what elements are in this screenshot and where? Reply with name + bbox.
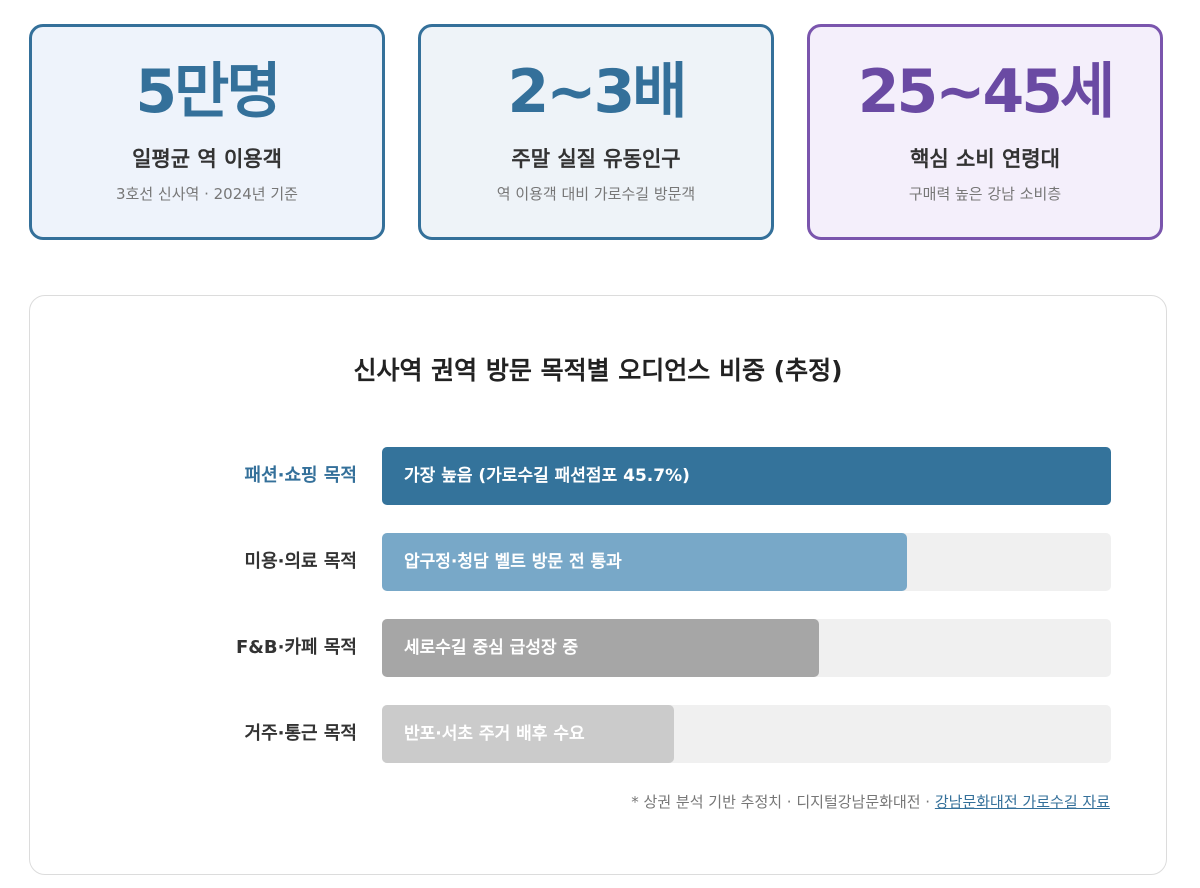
stat-label: 주말 실질 유동인구 [511,147,681,171]
stat-label: 핵심 소비 연령대 [910,147,1060,171]
chart-panel: 신사역 권역 방문 목적별 오디언스 비중 (추정) 패션·쇼핑 목적 가장 높음… [29,295,1167,875]
bar-category-label: 미용·의료 목적 [244,551,357,572]
footnote: * 상권 분석 기반 추정치 · 디지털강남문화대전 · 강남문화대전 가로수길… [631,790,1110,814]
bar-category-label: 거주·통근 목적 [244,723,357,744]
bar: 반포·서초 주거 배후 수요 [382,705,674,763]
bar-data-label: 가장 높음 (가로수길 패션점포 45.7%) [404,466,690,486]
stat-value: 2~3배 [507,57,688,127]
chart-title: 신사역 권역 방문 목적별 오디언스 비중 (추정) [353,356,843,385]
stat-card-weekend-traffic: 2~3배 주말 실질 유동인구 역 이용객 대비 가로수길 방문객 [418,24,774,240]
bar-chart: 패션·쇼핑 목적 가장 높음 (가로수길 패션점포 45.7%) 미용·의료 목적 압… [30,296,1168,876]
stat-value: 25~45세 [857,57,1115,127]
stat-sub: 구매력 높은 강남 소비층 [908,185,1062,203]
bar-track: 압구정·청담 벨트 방문 전 통과 [382,533,1111,591]
stat-label: 일평균 역 이용객 [132,147,282,171]
bar-category-label: F&B·카페 목적 [235,637,357,658]
bar: 가장 높음 (가로수길 패션점포 45.7%) [382,447,1111,505]
stat-card-core-age: 25~45세 핵심 소비 연령대 구매력 높은 강남 소비층 [807,24,1163,240]
stat-sub: 역 이용객 대비 가로수길 방문객 [496,185,696,203]
bar-data-label: 세로수길 중심 급성장 중 [404,638,579,658]
bar-data-label: 압구정·청담 벨트 방문 전 통과 [404,552,622,572]
bar-track: 반포·서초 주거 배후 수요 [382,705,1111,763]
stat-card-daily-riders: 5만명 일평균 역 이용객 3호선 신사역 · 2024년 기준 [29,24,385,240]
bar-data-label: 반포·서초 주거 배후 수요 [404,724,585,744]
bar: 압구정·청담 벨트 방문 전 통과 [382,533,907,591]
stat-value: 5만명 [135,57,281,127]
bar-track: 세로수길 중심 급성장 중 [382,619,1111,677]
source-link[interactable]: 강남문화대전 가로수길 자료 [934,793,1110,811]
bar-category-label: 패션·쇼핑 목적 [244,465,357,486]
stat-sub: 3호선 신사역 · 2024년 기준 [116,185,298,203]
bar-track: 가장 높음 (가로수길 패션점포 45.7%) [382,447,1111,505]
footnote-text: * 상권 분석 기반 추정치 · 디지털강남문화대전 · [631,793,935,811]
bar: 세로수길 중심 급성장 중 [382,619,819,677]
